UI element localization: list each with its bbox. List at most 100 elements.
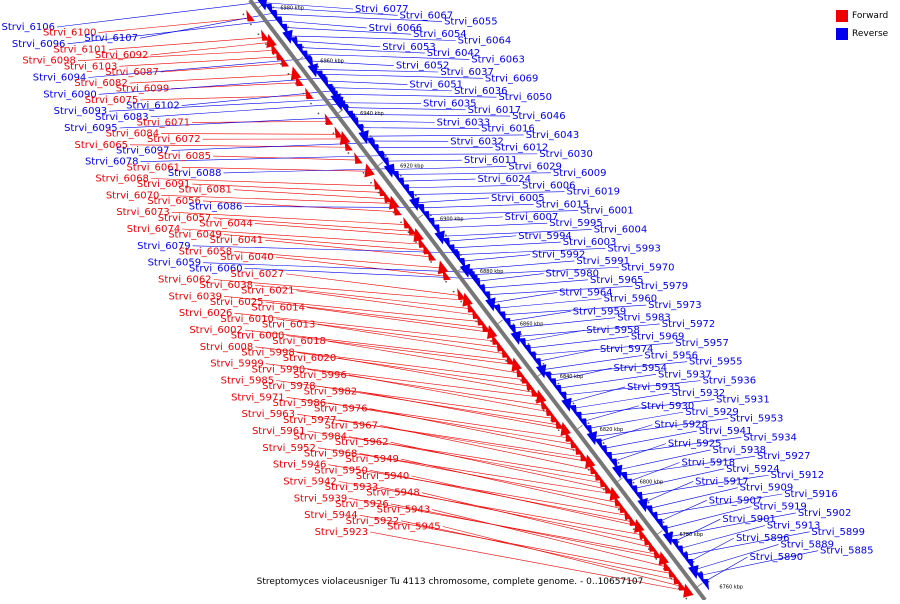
gene-label[interactable]: Strvi_6020	[283, 353, 337, 364]
gene-label[interactable]: Strvi_6050	[498, 92, 552, 103]
gene-label[interactable]: Strvi_5931	[716, 395, 770, 406]
gene-label[interactable]: Strvi_6063	[471, 54, 525, 65]
gene-label[interactable]: Strvi_6069	[485, 73, 539, 84]
axis-dot	[543, 363, 545, 365]
gene-label[interactable]: Strvi_5927	[757, 451, 811, 462]
gene-label[interactable]: Strvi_6009	[553, 168, 607, 179]
gene-label[interactable]: Strvi_6064	[458, 35, 512, 46]
gene-label[interactable]: Strvi_6040	[220, 252, 274, 263]
axis-tick-label: 6780 kbp	[680, 532, 704, 538]
gene-label[interactable]: Strvi_6085	[157, 151, 211, 162]
axis-dot	[363, 172, 365, 174]
gene-label[interactable]: Strvi_5972	[662, 319, 716, 330]
gene-label[interactable]: Strvi_6019	[567, 187, 621, 198]
gene-leader-line	[688, 538, 734, 562]
gene-label[interactable]: Strvi_6014	[251, 303, 305, 314]
axis-tick-label: 6860 kbp	[520, 322, 544, 328]
axis-dot	[573, 403, 575, 405]
gene-leader-line	[161, 63, 287, 72]
gene-label[interactable]: Strvi_5967	[324, 420, 378, 431]
gene-label[interactable]: Strvi_5982	[304, 387, 358, 398]
gene-label[interactable]: Strvi_6018	[272, 336, 326, 347]
gene-label[interactable]: Strvi_6013	[262, 319, 316, 330]
gene-label[interactable]: Strvi_6088	[168, 168, 222, 179]
gene-leader-line	[335, 103, 421, 104]
gene-label[interactable]: Strvi_6102	[126, 101, 180, 112]
gene-label[interactable]: Strvi_5902	[798, 508, 852, 519]
gene-label[interactable]: Strvi_5976	[314, 404, 368, 415]
gene-label[interactable]: Strvi_6001	[580, 206, 634, 217]
gene-label[interactable]: Strvi_6043	[526, 130, 580, 141]
axis-dot	[460, 254, 462, 256]
gene-label[interactable]: Strvi_6030	[539, 149, 593, 160]
gene-label[interactable]: Strvi_6071	[137, 117, 191, 128]
gene-label[interactable]: Strvi_5996	[293, 370, 347, 381]
gene-label[interactable]: Strvi_6046	[512, 111, 566, 122]
gene-leader-line	[460, 255, 530, 262]
gene-label[interactable]: Strvi_6041	[210, 235, 264, 246]
axis-dot	[258, 33, 260, 35]
legend-item-reverse: Reverse	[836, 25, 888, 43]
gene-label[interactable]: Strvi_5948	[366, 488, 420, 499]
gene-label[interactable]: Strvi_6055	[444, 17, 498, 28]
axis-dot	[490, 340, 492, 342]
gene-label[interactable]: Strvi_5923	[315, 527, 369, 538]
gene-label[interactable]: Strvi_6004	[594, 224, 648, 235]
gene-label[interactable]: Strvi_6092	[95, 50, 149, 61]
axis-dot	[288, 73, 290, 75]
gene-label[interactable]: Strvi_5973	[648, 300, 702, 311]
gene-label[interactable]: Strvi_5962	[335, 437, 389, 448]
gene-label[interactable]: Strvi_5934	[743, 432, 797, 443]
gene-label[interactable]: Strvi_5916	[784, 489, 838, 500]
axis-dot	[618, 509, 620, 511]
gene-label[interactable]: Strvi_6087	[105, 67, 159, 78]
axis-dot	[558, 429, 560, 431]
gene-label[interactable]: Strvi_5945	[387, 521, 441, 532]
gene-label[interactable]: Strvi_6072	[147, 134, 201, 145]
axis-dot	[250, 23, 252, 25]
gene-label[interactable]: Strvi_5957	[675, 338, 729, 349]
axis-dot	[460, 301, 462, 303]
gene-label[interactable]: Strvi_5993	[607, 243, 661, 254]
gene-label[interactable]: Strvi_5936	[703, 376, 757, 387]
axis-tick-label: 6840 kbp	[560, 374, 584, 380]
axis-dot	[528, 343, 530, 345]
axis-dot	[393, 212, 395, 214]
gene-label[interactable]: Strvi_5940	[356, 471, 410, 482]
gene-leader-line	[419, 204, 534, 208]
gene-label[interactable]: Strvi_5949	[345, 454, 399, 465]
axis-tick-label: 6920 kbp	[400, 164, 424, 170]
gene-label[interactable]: Strvi_6044	[199, 218, 253, 229]
gene-label[interactable]: Strvi_5970	[621, 262, 675, 273]
axis-dot	[445, 281, 447, 283]
axis-dot	[633, 528, 635, 530]
axis-dot	[400, 221, 402, 223]
gene-leader-line	[673, 519, 721, 542]
axis-dot	[302, 46, 304, 48]
gene-label[interactable]: Strvi_6099	[116, 84, 170, 95]
gene-label[interactable]: Strvi_5912	[771, 470, 825, 481]
gene-leader-line	[255, 223, 422, 236]
gene-label[interactable]: Strvi_6086	[189, 202, 243, 213]
gene-label[interactable]: Strvi_5979	[635, 281, 689, 292]
axis-dot	[370, 182, 372, 184]
gene-label[interactable]: Strvi_5943	[377, 505, 431, 516]
axis-dot	[333, 132, 335, 134]
gene-label[interactable]: Strvi_5885	[820, 546, 874, 557]
gene-leader-line	[434, 223, 547, 228]
gene-leader-line	[444, 236, 516, 242]
gene-label[interactable]: Strvi_6021	[241, 286, 295, 297]
figure-caption: Streptomyces violaceusniger Tu 4113 chro…	[0, 577, 900, 587]
axis-dot	[318, 113, 320, 115]
gene-label[interactable]: Strvi_6107	[84, 33, 138, 44]
strand-legend: Forward Reverse	[836, 7, 888, 43]
gene-label[interactable]: Strvi_6081	[178, 185, 232, 196]
axis-tick-label: 6800 kbp	[640, 479, 664, 485]
gene-label[interactable]: Strvi_5953	[730, 413, 784, 424]
gene-label[interactable]: Strvi_5899	[811, 527, 865, 538]
gene-label[interactable]: Strvi_5890	[750, 552, 804, 563]
legend-swatch-reverse	[836, 28, 848, 40]
gene-label[interactable]: Strvi_6027	[231, 269, 285, 280]
gene-label[interactable]: Strvi_5955	[689, 357, 743, 368]
axis-dot	[430, 261, 432, 263]
